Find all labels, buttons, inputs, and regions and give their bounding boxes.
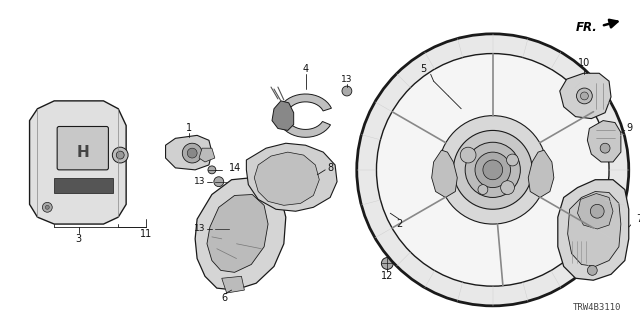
- FancyBboxPatch shape: [57, 126, 108, 170]
- Text: TRW4B3110: TRW4B3110: [573, 303, 621, 312]
- Text: 14: 14: [228, 163, 241, 173]
- Text: 8: 8: [327, 163, 333, 173]
- Circle shape: [182, 143, 202, 163]
- Circle shape: [577, 88, 592, 104]
- Polygon shape: [166, 135, 212, 170]
- Circle shape: [588, 266, 597, 275]
- Text: FR.: FR.: [575, 21, 597, 35]
- Polygon shape: [528, 150, 554, 197]
- Polygon shape: [371, 178, 398, 215]
- Polygon shape: [195, 178, 286, 290]
- Circle shape: [214, 177, 224, 187]
- Circle shape: [478, 185, 488, 195]
- Circle shape: [208, 166, 216, 174]
- Polygon shape: [29, 101, 126, 224]
- Polygon shape: [272, 101, 294, 131]
- Circle shape: [116, 151, 124, 159]
- Circle shape: [475, 152, 511, 188]
- Circle shape: [381, 258, 393, 269]
- Text: 11: 11: [140, 229, 152, 239]
- Text: 4: 4: [303, 64, 308, 74]
- Polygon shape: [588, 121, 621, 162]
- Text: 6: 6: [221, 293, 228, 303]
- Polygon shape: [199, 148, 215, 162]
- Circle shape: [600, 143, 610, 153]
- Circle shape: [483, 160, 502, 180]
- Circle shape: [113, 147, 128, 163]
- Polygon shape: [431, 150, 457, 197]
- Text: 13: 13: [193, 225, 205, 234]
- Text: 10: 10: [579, 59, 591, 68]
- Circle shape: [506, 154, 518, 166]
- Text: 13: 13: [341, 75, 353, 84]
- Circle shape: [380, 192, 391, 204]
- Text: 1: 1: [186, 124, 192, 133]
- Polygon shape: [577, 194, 613, 229]
- Text: 9: 9: [627, 124, 633, 133]
- Polygon shape: [246, 143, 337, 211]
- Circle shape: [188, 148, 197, 158]
- Polygon shape: [560, 73, 611, 119]
- Circle shape: [376, 53, 609, 286]
- Circle shape: [460, 147, 476, 163]
- Text: 12: 12: [381, 271, 394, 281]
- Polygon shape: [54, 178, 113, 193]
- Circle shape: [356, 34, 628, 306]
- Text: 5: 5: [420, 64, 427, 74]
- Circle shape: [42, 202, 52, 212]
- Circle shape: [465, 142, 520, 197]
- Text: 13: 13: [193, 177, 205, 186]
- Polygon shape: [558, 180, 628, 280]
- Polygon shape: [254, 152, 319, 205]
- Polygon shape: [568, 192, 621, 267]
- Text: H: H: [76, 145, 89, 160]
- Polygon shape: [221, 276, 244, 293]
- Circle shape: [453, 131, 532, 209]
- Text: 7: 7: [637, 214, 640, 224]
- Polygon shape: [278, 94, 332, 137]
- Circle shape: [45, 205, 49, 209]
- Circle shape: [342, 86, 352, 96]
- Text: 2: 2: [396, 219, 403, 229]
- Circle shape: [580, 92, 588, 100]
- Circle shape: [214, 224, 224, 234]
- Polygon shape: [207, 195, 268, 272]
- Text: 3: 3: [76, 234, 82, 244]
- Circle shape: [590, 204, 604, 218]
- Circle shape: [500, 181, 515, 195]
- Circle shape: [438, 116, 547, 224]
